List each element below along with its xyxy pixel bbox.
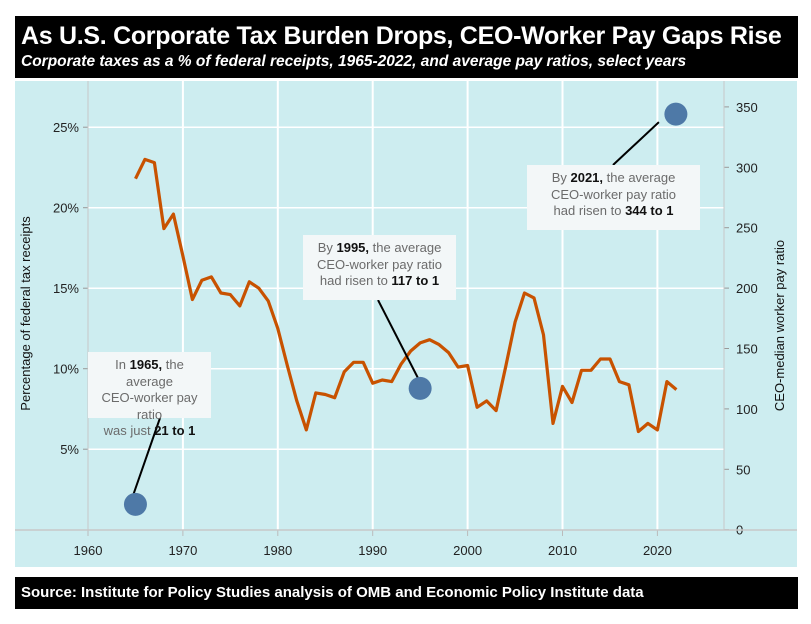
x-tick-label: 2000 <box>453 543 482 558</box>
x-tick-label: 1990 <box>358 543 387 558</box>
chart-panel: 1960 1970 1980 1990 2000 2010 2020 5% 10% 15% 20% 2… <box>15 81 797 567</box>
chart-title: As U.S. Corporate Tax Burden Drops, CEO-… <box>21 22 782 50</box>
y2-axis-title: CEO-median worker pay ratio <box>772 240 787 411</box>
source-note: Source: Institute for Policy Studies ana… <box>15 577 798 609</box>
chart-subtitle: Corporate taxes as a % of federal receip… <box>21 53 687 70</box>
x-tick-label: 2020 <box>643 543 672 558</box>
y2-tick-label: 200 <box>736 281 758 296</box>
y-tick-label: 10% <box>53 362 79 377</box>
x-tick-label: 1970 <box>168 543 197 558</box>
annotation-1965: In 1965, the average CEO-worker pay rati… <box>88 352 211 438</box>
y2-tick-label: 150 <box>736 342 758 357</box>
annotation-leader-line <box>612 121 660 166</box>
y2-tick-label: 50 <box>736 462 750 477</box>
y-tick-label: 5% <box>60 442 79 457</box>
tax-share-line <box>134 157 678 434</box>
x-tick-label: 1960 <box>74 543 103 558</box>
y2-tick-label: 250 <box>736 221 758 236</box>
x-tick-label: 2010 <box>548 543 577 558</box>
pay-ratio-dot <box>664 102 688 126</box>
x-tick-label: 1980 <box>263 543 292 558</box>
y-tick-label: 20% <box>53 201 79 216</box>
pay-ratio-dot <box>123 492 147 516</box>
annotation-1995: By 1995, the average CEO-worker pay rati… <box>303 235 456 300</box>
chart-svg: 1960 1970 1980 1990 2000 2010 2020 5% 10% 15% 20% 2… <box>15 81 797 558</box>
y-tick-label: 15% <box>53 281 79 296</box>
y2-tick-label: 300 <box>736 160 758 175</box>
pay-ratio-dot <box>408 376 432 400</box>
y2-tick-label: 350 <box>736 100 758 115</box>
annotation-2021: By 2021, the average CEO-worker pay rati… <box>527 165 700 230</box>
title-bar: As U.S. Corporate Tax Burden Drops, CEO-… <box>15 16 798 78</box>
y2-tick-label: 100 <box>736 402 758 417</box>
y-tick-label: 25% <box>53 120 79 135</box>
annotation-leader-line <box>132 417 161 495</box>
y-axis-title: Percentage of federal tax receipts <box>18 216 33 411</box>
annotation-leader-line <box>377 299 420 379</box>
